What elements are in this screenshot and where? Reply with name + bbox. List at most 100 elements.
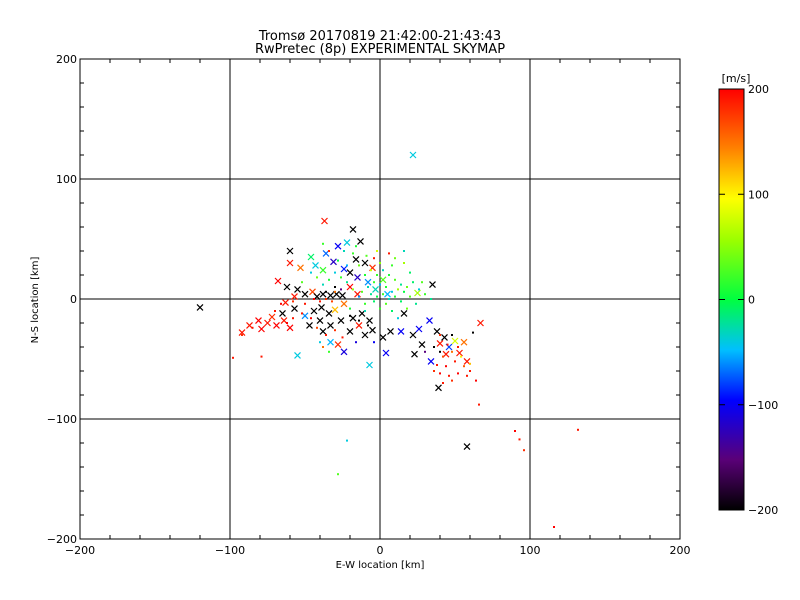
data-point-dot — [337, 259, 339, 262]
data-point-cross — [306, 321, 313, 329]
data-point-cross — [294, 351, 301, 359]
data-point-cross — [282, 299, 289, 307]
data-point-dot — [346, 281, 348, 284]
data-point-dot — [469, 370, 471, 372]
data-point-dot — [328, 278, 330, 281]
data-point-dot — [439, 372, 441, 375]
data-point-cross — [297, 264, 304, 272]
data-point-dot — [325, 298, 327, 300]
data-point-dot — [397, 288, 399, 291]
data-point-dot — [400, 283, 402, 286]
data-point-dot — [376, 274, 378, 276]
data-point-cross — [286, 259, 294, 267]
x-axis-ticks: −200 −100 0 100 200 — [65, 59, 691, 557]
x-tick-label: 100 — [520, 544, 541, 557]
colorbar-tick-label: 100 — [748, 188, 769, 201]
data-point-dot — [370, 269, 372, 272]
data-point-dot — [346, 264, 348, 267]
data-point-dot — [292, 317, 294, 320]
data-point-dot — [463, 365, 465, 368]
colorbar-tick-label: −200 — [748, 504, 778, 517]
data-point-dot — [451, 334, 453, 336]
data-point-dot — [352, 288, 354, 291]
data-point-cross — [294, 285, 301, 293]
data-point-cross — [355, 321, 363, 329]
data-point-dot — [376, 295, 378, 298]
data-point-cross — [340, 265, 348, 273]
data-point-dot — [343, 250, 345, 252]
data-point-dot — [373, 257, 375, 260]
data-point-dot — [301, 281, 303, 284]
data-point-cross — [310, 307, 318, 315]
data-point-cross — [340, 348, 348, 356]
data-point-dot — [373, 300, 375, 303]
data-point-cross — [319, 266, 327, 274]
data-point-cross — [411, 350, 418, 358]
data-point-cross — [361, 259, 369, 267]
x-tick-label: 0 — [377, 544, 384, 557]
data-point-dot — [523, 449, 525, 452]
data-point-dot — [280, 302, 282, 305]
y-axis-label: N-S location [km] — [30, 257, 41, 344]
y-tick-label: 0 — [70, 293, 77, 306]
data-point-cross — [291, 293, 298, 301]
data-point-dot — [334, 329, 336, 332]
data-point-cross — [354, 273, 361, 281]
data-point-dot — [328, 250, 330, 252]
data-point-dot — [341, 336, 344, 339]
data-point-dot — [553, 526, 555, 528]
data-point-dot — [313, 298, 315, 300]
data-point-dot — [403, 250, 405, 252]
data-point-cross — [451, 337, 459, 345]
data-point-dot — [367, 286, 369, 288]
data-point-cross — [463, 443, 471, 451]
data-point-dot — [260, 355, 263, 358]
x-tick-label: 200 — [670, 544, 691, 557]
data-point-cross — [316, 317, 324, 325]
x-tick-label: −200 — [65, 544, 95, 557]
data-point-dot — [385, 302, 387, 305]
data-point-cross — [283, 283, 291, 291]
data-point-cross — [352, 255, 360, 263]
data-point-dot — [319, 341, 321, 344]
data-point-cross — [418, 341, 426, 349]
data-point-cross — [325, 309, 333, 317]
data-point-dot — [274, 310, 276, 312]
data-point-cross — [318, 303, 325, 311]
data-point-dot — [446, 343, 449, 346]
data-point-cross — [369, 326, 376, 334]
data-point-cross — [273, 321, 280, 329]
data-point-dot — [232, 356, 234, 359]
data-point-dot — [451, 350, 453, 353]
data-point-cross — [366, 361, 373, 369]
data-point-dot — [355, 341, 357, 344]
data-point-cross — [460, 338, 468, 346]
data-point-dot — [382, 269, 384, 272]
data-point-dot — [325, 290, 327, 293]
data-point-dot — [334, 290, 336, 293]
data-point-dot — [364, 302, 366, 305]
data-point-dot — [358, 319, 360, 322]
data-point-cross — [319, 327, 327, 335]
data-point-dot — [472, 331, 474, 334]
colorbar-label: [m/s] — [722, 72, 751, 85]
data-point-dot — [577, 428, 579, 431]
x-tick-label: −100 — [215, 544, 245, 557]
data-point-dot — [370, 293, 372, 296]
data-point-dot — [388, 252, 390, 255]
colorbar-tick-label: 0 — [748, 294, 755, 307]
data-point-dot — [412, 281, 414, 284]
data-point-dot — [518, 438, 521, 441]
y-tick-label: 200 — [56, 53, 77, 66]
data-point-dot — [334, 271, 336, 274]
data-point-dot — [394, 278, 396, 281]
data-point-dot — [361, 290, 363, 293]
data-point-cross — [312, 261, 319, 269]
data-point-dot — [376, 250, 378, 252]
data-point-dot — [424, 293, 426, 296]
data-point-dot — [325, 334, 327, 336]
data-point-cross — [477, 319, 484, 327]
colorbar-ticks: −200 −100 0 100 200 — [719, 83, 778, 517]
data-point-dot — [460, 355, 462, 358]
data-point-dot — [373, 341, 375, 344]
